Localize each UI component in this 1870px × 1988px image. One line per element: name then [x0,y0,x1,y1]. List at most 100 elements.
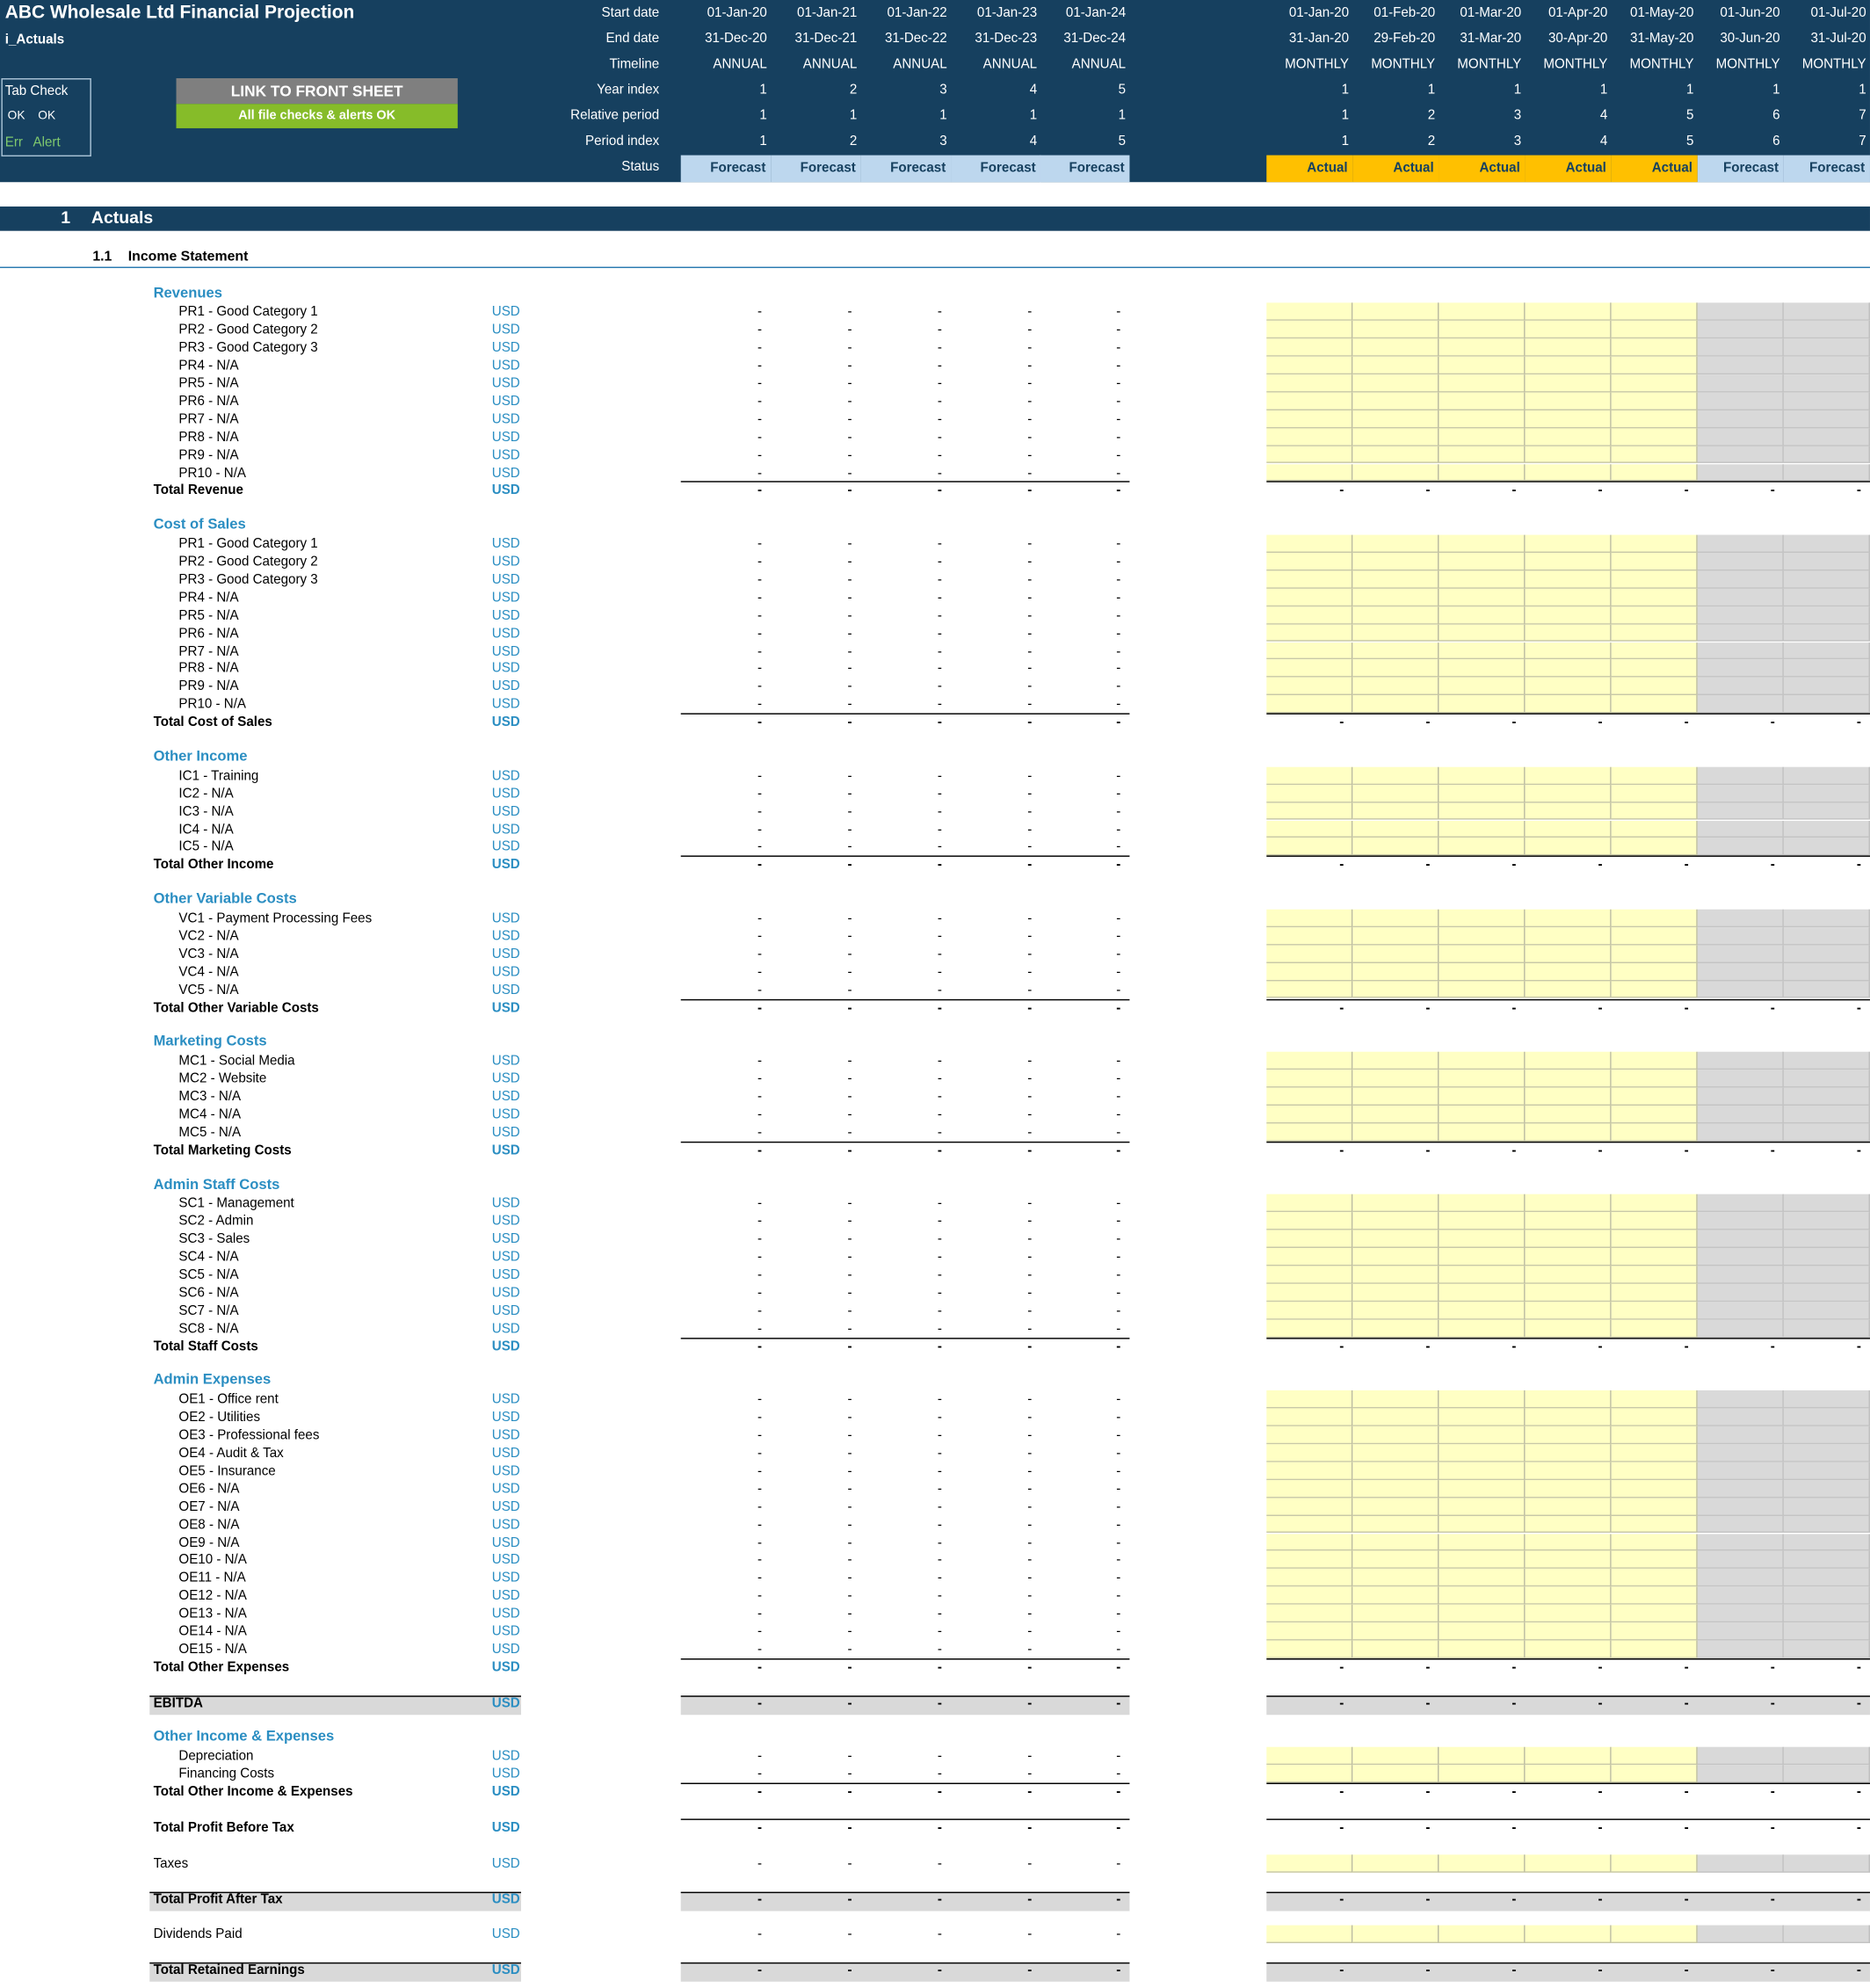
actual-input-cell[interactable] [1266,926,1353,946]
actual-input-cell[interactable] [1611,1622,1698,1641]
actual-input-cell[interactable] [1611,820,1698,838]
actual-input-cell[interactable] [1266,1194,1353,1213]
actual-input-cell[interactable] [1525,1408,1612,1426]
actual-input-cell[interactable] [1266,677,1353,696]
actual-input-cell[interactable] [1266,374,1353,393]
actual-input-cell[interactable] [1611,606,1698,625]
actual-input-cell[interactable] [1525,1212,1612,1230]
actual-input-cell[interactable] [1266,1248,1353,1266]
actual-input-cell[interactable] [1611,1765,1698,1783]
actual-input-cell[interactable] [1439,784,1526,802]
actual-input-cell[interactable] [1266,820,1353,838]
actual-input-cell[interactable] [1439,410,1526,428]
actual-input-cell[interactable] [1525,1230,1612,1249]
actual-input-cell[interactable] [1525,374,1612,393]
actual-input-cell[interactable] [1439,909,1526,927]
actual-input-cell[interactable] [1266,1212,1353,1230]
actual-input-cell[interactable] [1439,534,1526,553]
actual-input-cell[interactable] [1439,1586,1526,1605]
actual-input-cell[interactable] [1525,1622,1612,1641]
actual-input-cell[interactable] [1525,1248,1612,1266]
actual-input-cell[interactable] [1266,642,1353,660]
actual-input-cell[interactable] [1611,1283,1698,1302]
actual-input-cell[interactable] [1611,802,1698,821]
actual-input-cell[interactable] [1439,1408,1526,1426]
actual-input-cell[interactable] [1439,1319,1526,1338]
actual-input-cell[interactable] [1525,820,1612,838]
actual-input-cell[interactable] [1611,1569,1698,1587]
actual-input-cell[interactable] [1525,356,1612,375]
actual-input-cell[interactable] [1352,1319,1439,1338]
actual-input-cell[interactable] [1439,766,1526,785]
actual-input-cell[interactable] [1439,642,1526,660]
actual-input-cell[interactable] [1525,1765,1612,1783]
actual-input-cell[interactable] [1352,962,1439,981]
actual-input-cell[interactable] [1266,553,1353,571]
actual-input-cell[interactable] [1352,1070,1439,1088]
actual-input-cell[interactable] [1439,802,1526,821]
actual-input-cell[interactable] [1525,659,1612,678]
actual-input-cell[interactable] [1525,534,1612,553]
actual-input-cell[interactable] [1611,624,1698,642]
actual-input-cell[interactable] [1352,570,1439,589]
actual-input-cell[interactable] [1352,1498,1439,1516]
actual-input-cell[interactable] [1525,962,1612,981]
actual-input-cell[interactable] [1352,1854,1439,1873]
actual-input-cell[interactable] [1439,321,1526,339]
actual-input-cell[interactable] [1439,1105,1526,1124]
actual-input-cell[interactable] [1611,659,1698,678]
actual-input-cell[interactable] [1352,820,1439,838]
actual-input-cell[interactable] [1266,624,1353,642]
actual-input-cell[interactable] [1266,1426,1353,1445]
actual-input-cell[interactable] [1439,945,1526,963]
actual-input-cell[interactable] [1266,1498,1353,1516]
actual-input-cell[interactable] [1352,1194,1439,1213]
actual-input-cell[interactable] [1439,1194,1526,1213]
actual-input-cell[interactable] [1439,588,1526,606]
actual-input-cell[interactable] [1266,1408,1353,1426]
actual-input-cell[interactable] [1266,1070,1353,1088]
actual-input-cell[interactable] [1352,926,1439,946]
actual-input-cell[interactable] [1266,356,1353,375]
actual-input-cell[interactable] [1352,1230,1439,1249]
actual-input-cell[interactable] [1352,588,1439,606]
link-to-front-sheet-button[interactable]: LINK TO FRONT SHEET [176,78,458,105]
actual-input-cell[interactable] [1525,392,1612,410]
actual-input-cell[interactable] [1266,1515,1353,1534]
actual-input-cell[interactable] [1611,588,1698,606]
actual-input-cell[interactable] [1525,302,1612,322]
actual-input-cell[interactable] [1525,1319,1612,1338]
actual-input-cell[interactable] [1266,695,1353,714]
actual-input-cell[interactable] [1525,838,1612,856]
actual-input-cell[interactable] [1439,962,1526,981]
actual-input-cell[interactable] [1439,606,1526,625]
actual-input-cell[interactable] [1352,553,1439,571]
actual-input-cell[interactable] [1439,1230,1526,1249]
actual-input-cell[interactable] [1266,1622,1353,1641]
actual-input-cell[interactable] [1611,570,1698,589]
actual-input-cell[interactable] [1439,980,1526,999]
actual-input-cell[interactable] [1266,1105,1353,1124]
actual-input-cell[interactable] [1525,463,1612,482]
actual-input-cell[interactable] [1525,642,1612,660]
actual-input-cell[interactable] [1352,784,1439,802]
actual-input-cell[interactable] [1266,659,1353,678]
actual-input-cell[interactable] [1266,446,1353,464]
actual-input-cell[interactable] [1611,1479,1698,1498]
actual-input-cell[interactable] [1525,1604,1612,1623]
actual-input-cell[interactable] [1525,446,1612,464]
actual-input-cell[interactable] [1352,427,1439,446]
actual-input-cell[interactable] [1439,1515,1526,1534]
actual-input-cell[interactable] [1525,1550,1612,1570]
actual-input-cell[interactable] [1439,356,1526,375]
actual-input-cell[interactable] [1611,909,1698,927]
actual-input-cell[interactable] [1352,1462,1439,1480]
actual-input-cell[interactable] [1266,1550,1353,1570]
actual-input-cell[interactable] [1525,1854,1612,1873]
actual-input-cell[interactable] [1266,321,1353,339]
actual-input-cell[interactable] [1352,606,1439,625]
actual-input-cell[interactable] [1352,1765,1439,1783]
actual-input-cell[interactable] [1266,392,1353,410]
actual-input-cell[interactable] [1611,980,1698,999]
actual-input-cell[interactable] [1611,1408,1698,1426]
